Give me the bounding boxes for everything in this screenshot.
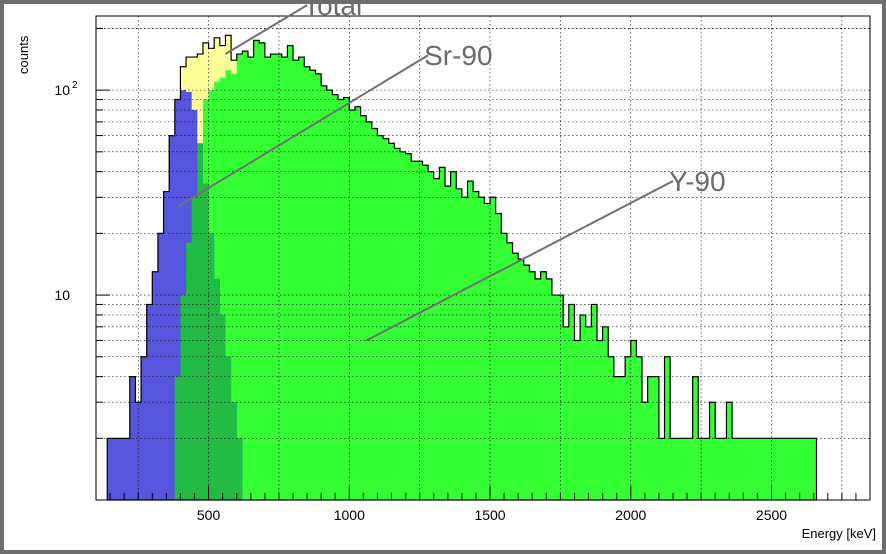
x-tick-label: 500 [197, 507, 221, 523]
annotation-label: Y-90 [669, 166, 726, 197]
annotation-label: Sr-90 [424, 40, 492, 71]
x-tick-label: 1000 [334, 507, 365, 523]
x-axis-label: Energy [keV] [801, 526, 876, 541]
x-tick-label: 2500 [756, 507, 787, 523]
series-y90-fill [107, 40, 817, 500]
y-tick-label: 10 [54, 287, 70, 303]
annotation-line [177, 54, 429, 208]
x-tick-label: 1500 [474, 507, 505, 523]
x-tick-label: 2000 [615, 507, 646, 523]
plot-frame [95, 15, 871, 501]
y-tick-label: 10 [54, 82, 70, 98]
series-total-outline [106, 34, 818, 501]
y-axis-label: counts [16, 35, 31, 74]
annotation-line [224, 4, 308, 55]
y-tick-label-exponent: 2 [72, 80, 78, 91]
annotation-line [365, 180, 674, 342]
annotation-label: Total [303, 0, 362, 21]
